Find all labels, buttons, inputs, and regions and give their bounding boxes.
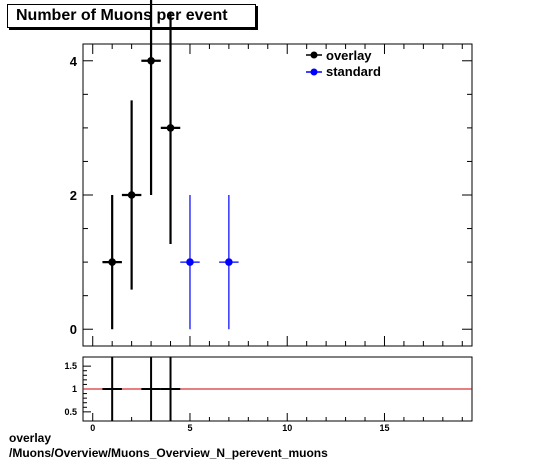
ratio-x-tick-label: 15 [379,423,389,433]
ratio-y-tick-label: 1 [72,384,77,394]
footer-label: overlay [9,431,52,445]
legend-marker-overlay [310,51,318,59]
data-point-overlay [127,191,136,199]
ratio-axes: 0.5 1 1.5 0 5 10 15 [64,361,463,433]
main-marks [102,0,239,330]
legend-label-standard: standard [326,64,381,79]
data-point-standard [225,258,233,266]
y-tick-label: 2 [70,188,77,203]
ratio-x-tick-label: 5 [187,423,192,433]
footer-path: /Muons/Overview/Muons_Overview_N_pereven… [9,446,328,460]
ratio-x-tick-label: 0 [90,423,95,433]
data-point-overlay [166,124,175,132]
ratio-x-tick-label: 10 [282,423,292,433]
data-point-overlay [108,258,116,266]
title-box: Number of Muons per event [7,4,256,28]
y-tick-label: 0 [70,322,77,337]
main-axes: 0 2 4 [70,44,472,346]
ratio-y-tick-label: 0.5 [64,407,77,417]
data-point-standard [186,258,194,266]
legend-marker-standard [310,68,318,76]
ratio-y-tick-label: 1.5 [64,361,77,371]
legend-label-overlay: overlay [326,48,372,63]
legend: overlay standard [306,48,381,79]
data-point-overlay [147,56,155,65]
chart-title: Number of Muons per event [16,7,228,24]
ratio-marks [83,357,472,421]
y-tick-label: 4 [70,54,78,69]
